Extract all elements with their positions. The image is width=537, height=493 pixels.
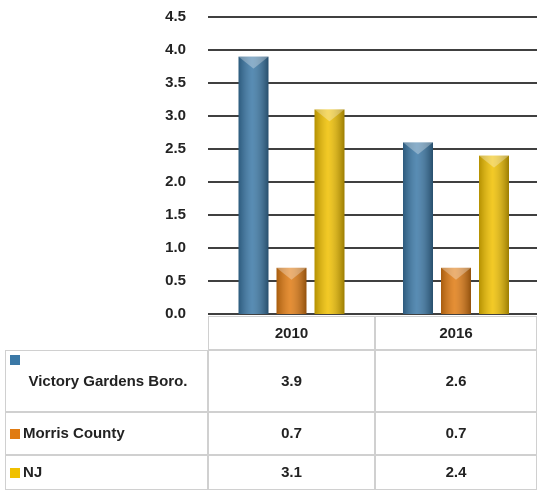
y-tick-label: 1.0	[165, 239, 186, 256]
table-value: 2.6	[375, 350, 537, 412]
y-tick-label: 4.0	[165, 41, 186, 58]
legend-swatch	[10, 467, 20, 478]
y-tick-label: 3.0	[165, 107, 186, 124]
x-tick-label: 2016	[375, 316, 537, 350]
table-value: 3.9	[208, 350, 375, 412]
legend-swatch	[10, 355, 20, 365]
y-tick-label: 1.5	[165, 206, 186, 223]
y-tick-label: 0.0	[165, 305, 186, 320]
bar	[276, 267, 307, 314]
legend-item: Victory Gardens Boro.	[5, 350, 208, 412]
y-tick-label: 2.0	[165, 173, 186, 190]
legend-item: NJ	[5, 455, 208, 490]
y-tick-label: 0.5	[165, 272, 186, 289]
legend-label: Victory Gardens Boro.	[28, 372, 188, 390]
table-value: 0.7	[208, 412, 375, 455]
bar	[441, 267, 471, 314]
table-value: 2.4	[375, 455, 537, 490]
legend-swatch	[10, 428, 20, 439]
bar	[479, 155, 509, 314]
legend-label: Morris County	[23, 425, 125, 442]
bar	[314, 109, 345, 315]
y-tick-label: 4.5	[165, 8, 186, 25]
table-value: 0.7	[375, 412, 537, 455]
bar	[238, 56, 269, 314]
chart: 0.0 0.5 1.0 1.5 2.0 2.5 3.0 3.5 4.0 4.5	[165, 8, 537, 320]
table-value: 3.1	[208, 455, 375, 490]
y-tick-label: 2.5	[165, 140, 186, 157]
legend-label: NJ	[23, 464, 43, 481]
bar	[403, 142, 433, 314]
y-tick-label: 3.5	[165, 74, 186, 91]
x-tick-label: 2010	[208, 316, 375, 350]
legend-item: Morris County	[5, 412, 208, 455]
